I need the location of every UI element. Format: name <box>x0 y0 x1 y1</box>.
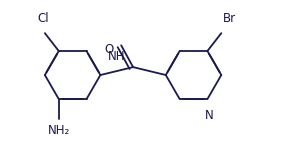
Text: NH: NH <box>108 50 126 63</box>
Text: Br: Br <box>223 12 237 25</box>
Text: NH₂: NH₂ <box>48 124 70 137</box>
Text: O: O <box>104 43 113 56</box>
Text: N: N <box>205 109 214 122</box>
Text: Cl: Cl <box>37 12 49 25</box>
